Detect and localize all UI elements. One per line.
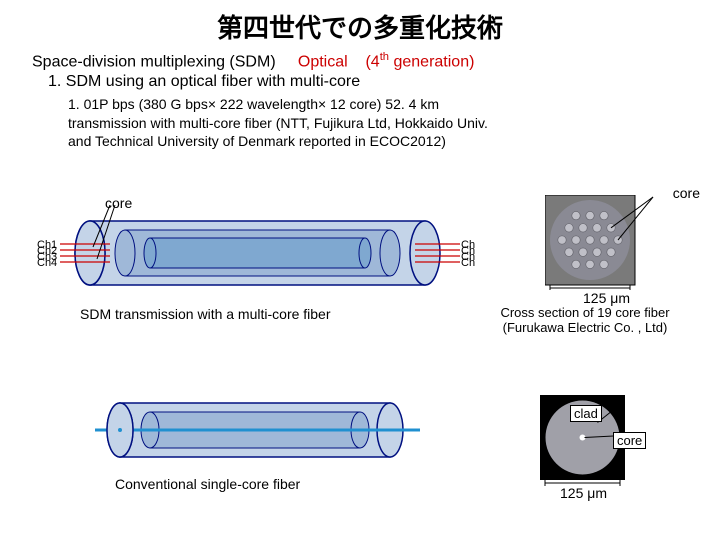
subtitle-sdm: Space-division multiplexing (SDM) xyxy=(32,53,276,70)
conv-caption: Conventional single-core fiber xyxy=(115,476,300,492)
um-label-1: 125 μm xyxy=(583,290,630,306)
clad-label: clad xyxy=(570,405,602,422)
subtitle-row: Space-division multiplexing (SDM) Optica… xyxy=(32,51,700,71)
section-1: 1. SDM using an optical fiber with multi… xyxy=(48,73,700,91)
ch-label-left: Ch4 xyxy=(37,257,57,269)
core2-label: core xyxy=(613,432,646,449)
subtitle-optical: Optical xyxy=(298,53,348,70)
section-1-red: multi-core xyxy=(290,73,360,90)
single-core-fiber-diagram xyxy=(80,390,430,470)
cross-section-19-diagram xyxy=(545,195,655,290)
multi-core-fiber-diagram: Ch1Ch1Ch2Ch2Ch3Ch3Ch4Ch4 xyxy=(35,205,475,300)
dim-line-2 xyxy=(540,480,625,488)
page-title: 第四世代での多重化技術 xyxy=(20,8,700,45)
subtitle-gen-a: (4 xyxy=(365,53,379,70)
subtitle-gen-b: generation) xyxy=(389,53,474,70)
section-1-text: 1. SDM using an optical fiber with xyxy=(48,73,290,90)
cross-caption: Cross section of 19 core fiber (Furukawa… xyxy=(470,305,700,335)
core-label-right: core xyxy=(673,185,700,201)
subtitle-gen-sup: th xyxy=(380,51,389,63)
description: 1. 01P bps (380 G bps× 222 wavelength× 1… xyxy=(68,95,500,150)
sdm-caption: SDM transmission with a multi-core fiber xyxy=(80,306,331,322)
ch-label-right: Ch4 xyxy=(461,257,475,269)
